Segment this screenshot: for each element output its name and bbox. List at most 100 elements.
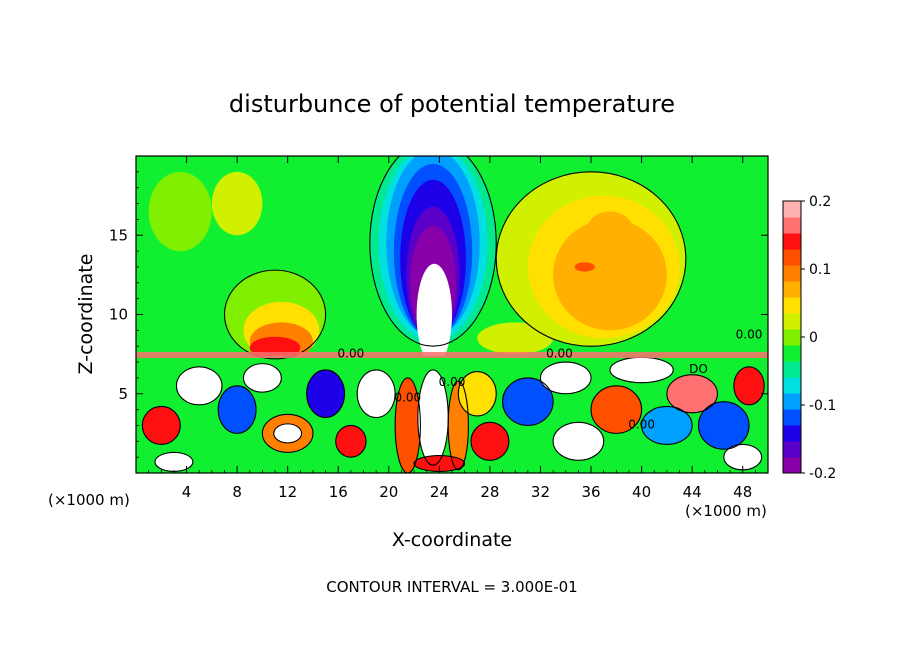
y-tick-label: 5	[118, 385, 128, 403]
contour-line	[733, 366, 765, 406]
colorbar-labels: 0.2 0.1 0 -0.1 -0.2	[801, 194, 836, 482]
colorbar-segment	[783, 457, 801, 474]
lower-blob	[273, 423, 302, 443]
upper-field	[148, 171, 750, 356]
x-tick-label: 28	[480, 483, 499, 501]
colorbar-segment	[783, 361, 801, 378]
contour-label: 0.00	[338, 346, 365, 360]
contour-line	[261, 413, 314, 453]
contour-line	[242, 363, 282, 393]
contour-interval-note: CONTOUR INTERVAL = 3.000E-01	[326, 578, 577, 596]
boundary-band	[136, 352, 768, 358]
lower-blob	[176, 366, 222, 405]
contour-line	[223, 269, 327, 360]
colorbar-segment	[783, 249, 801, 266]
contour-line	[335, 424, 367, 458]
x-tick-label: 36	[581, 483, 600, 501]
lower-blob	[335, 425, 367, 458]
x-tick-label: 32	[531, 483, 550, 501]
contour-line	[273, 423, 303, 444]
plume-blob	[416, 263, 452, 356]
colorbar-segment	[783, 233, 801, 250]
contour-line	[457, 371, 497, 417]
contour-label: 0.00	[439, 375, 466, 389]
colorbar-tick-label: 0	[809, 330, 818, 346]
x-tick-label: 8	[232, 483, 242, 501]
contour-line	[697, 401, 750, 450]
contour-label: 0.00	[546, 346, 573, 360]
colorbar-segment	[783, 441, 801, 458]
contour-line	[502, 377, 554, 426]
colorbar-segment	[783, 265, 801, 282]
contour-line	[369, 156, 497, 347]
contour-line	[552, 421, 605, 461]
x-unit-right: (×1000 m)	[685, 502, 767, 520]
colorbar-segment	[783, 425, 801, 442]
upper-blob	[711, 251, 750, 347]
colorbar-segment	[783, 409, 801, 426]
lower-blob	[540, 362, 592, 394]
lower-blob	[502, 377, 554, 426]
colorbar-segment	[783, 329, 801, 346]
colorbar-tick-label: 0.2	[809, 194, 831, 210]
contour-label: DO	[689, 362, 708, 376]
colorbar-segment	[783, 217, 801, 234]
x-axis-label: X-coordinate	[392, 529, 512, 551]
contour-line	[141, 405, 181, 446]
lower-blob	[395, 377, 421, 473]
plot-area: 0.00 0.00 0.00 0.00 0.00 0.00 DO	[136, 156, 768, 473]
lower-blob	[641, 406, 693, 445]
y-axis-label: Z-coordinate	[75, 254, 97, 375]
upper-blob	[211, 171, 263, 236]
x-tick-label: 24	[430, 483, 449, 501]
x-tick-label: 40	[632, 483, 651, 501]
upper-blob	[584, 211, 636, 260]
lower-blob	[666, 374, 718, 413]
contour-line	[175, 366, 223, 406]
upper-blob	[553, 219, 667, 331]
contour-label: 0.00	[736, 327, 763, 341]
colorbar-segment	[783, 393, 801, 410]
y-axis: 5 10 15	[109, 171, 768, 458]
colorbar-tick-label: 0.1	[809, 262, 831, 278]
lower-blob	[218, 385, 257, 434]
lower-blob	[470, 422, 509, 461]
lower-blob	[243, 363, 282, 393]
lower-blob	[591, 385, 642, 434]
contour-line	[217, 385, 257, 434]
colorbar-segment	[783, 345, 801, 362]
x-tick-label: 48	[733, 483, 752, 501]
x-axis: 4 8 12 16 20 24 28 32 36 40 44 48	[148, 156, 756, 501]
x-tick-label: 12	[278, 483, 297, 501]
colorbar	[782, 200, 802, 474]
lower-blob	[723, 444, 762, 470]
contour-line	[539, 361, 592, 395]
lower-blob	[610, 357, 674, 383]
contour-line	[394, 377, 421, 473]
x-tick-label: 16	[329, 483, 348, 501]
colorbar-tick-label: -0.2	[809, 466, 836, 482]
colorbar-tick-label: -0.1	[809, 398, 836, 414]
contour-label: 0.00	[394, 391, 421, 405]
contour-line	[306, 369, 346, 419]
x-unit-left: (×1000 m)	[48, 491, 130, 509]
y-tick-label: 15	[109, 226, 128, 244]
contour-line	[447, 380, 469, 471]
upper-blob	[148, 171, 212, 252]
contour-line	[470, 421, 510, 461]
lower-blob	[698, 401, 750, 450]
upper-blob	[249, 336, 301, 356]
contour-label: 0.00	[628, 418, 655, 432]
lower-blob	[154, 452, 193, 472]
lower-blob	[733, 366, 765, 405]
lower-blob	[306, 369, 345, 418]
contour-line	[495, 171, 687, 347]
contour-line	[590, 385, 643, 434]
upper-blob	[574, 262, 595, 272]
colorbar-segment	[783, 297, 801, 314]
contour-line	[666, 374, 718, 414]
contour-labels: 0.00 0.00 0.00 0.00 0.00 0.00 DO	[338, 327, 763, 431]
x-tick-label: 44	[683, 483, 702, 501]
